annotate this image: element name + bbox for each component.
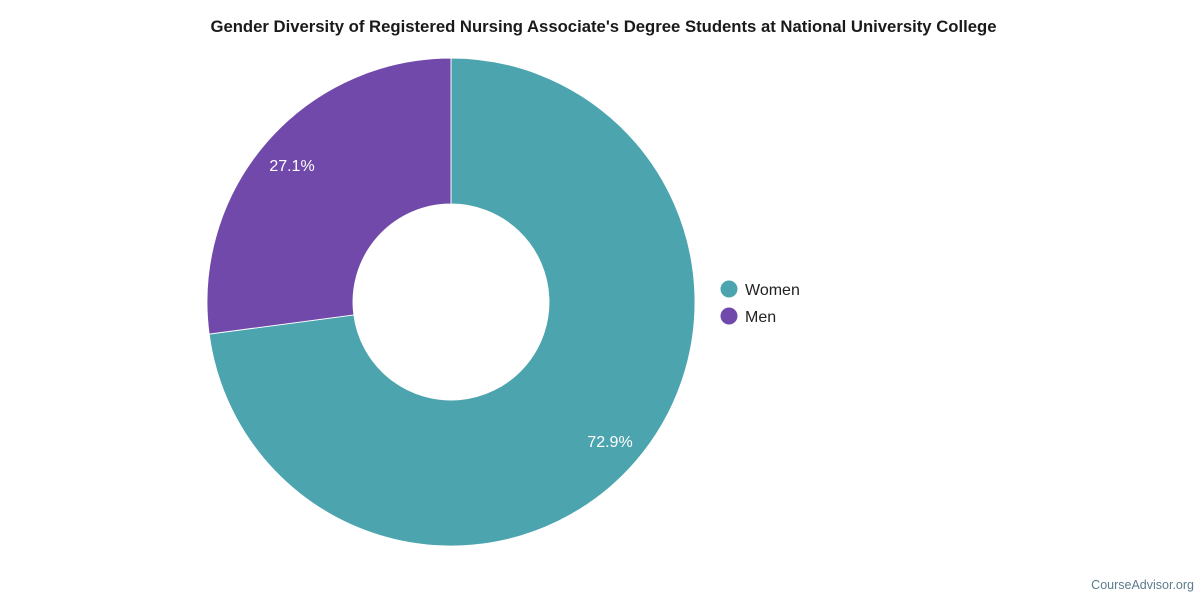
svg-text:Men: Men (745, 309, 776, 326)
svg-text:27.1%: 27.1% (269, 158, 314, 175)
svg-text:Women: Women (745, 282, 800, 299)
svg-text:72.9%: 72.9% (587, 434, 632, 451)
